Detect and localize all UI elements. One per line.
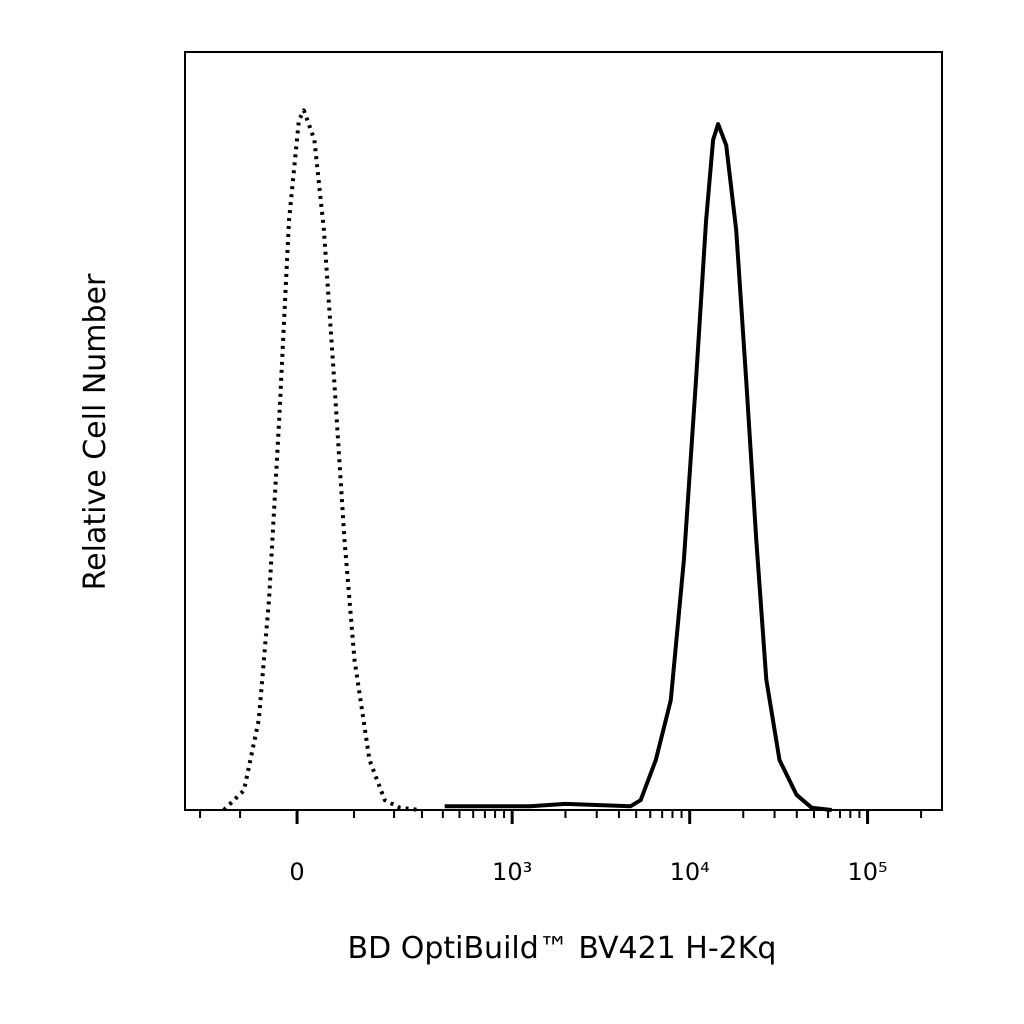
x-tick-label: 0 xyxy=(289,858,304,886)
x-tick-label: 10⁵ xyxy=(847,858,887,886)
x-tick-label: 10³ xyxy=(492,858,532,886)
plot-frame xyxy=(184,51,943,811)
histogram-line xyxy=(444,122,832,812)
x-tick-label: 10⁴ xyxy=(670,858,710,886)
histogram-line xyxy=(222,108,420,812)
y-axis-label: Relative Cell Number xyxy=(78,273,113,590)
x-axis-label: BD OptiBuild™ BV421 H-2Kq xyxy=(348,931,777,966)
